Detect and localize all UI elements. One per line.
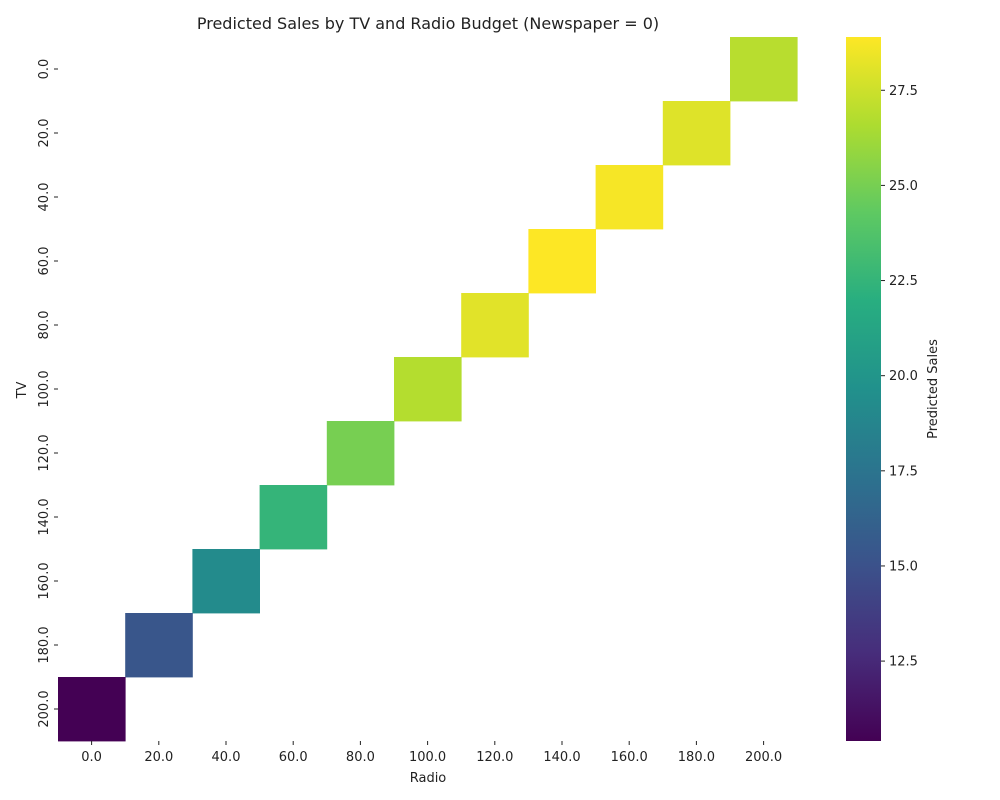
x-tick-label: 80.0	[346, 750, 375, 765]
colorbar-ticks: 12.5 15.0 17.5 20.0 22.5 25.0 27.5	[881, 84, 918, 670]
colorbar	[846, 37, 881, 741]
y-axis-label: TV	[15, 381, 30, 399]
colorbar-tick-label: 25.0	[889, 179, 918, 194]
x-axis-ticks: 0.0 20.0 40.0 60.0 80.0 100.0 120.0 140.0 160.0 1…	[81, 741, 782, 765]
x-tick-label: 0.0	[81, 750, 102, 765]
y-tick-label: 20.0	[37, 119, 52, 148]
colorbar-tick-label: 22.5	[889, 274, 918, 289]
y-tick-label: 0.0	[37, 59, 52, 80]
heatmap-cell	[259, 485, 328, 550]
y-tick-label: 120.0	[37, 434, 52, 471]
x-tick-label: 140.0	[543, 750, 580, 765]
y-tick-label: 40.0	[37, 183, 52, 212]
y-tick-label: 100.0	[37, 370, 52, 407]
heatmap-cell	[394, 357, 462, 422]
x-axis-label: Radio	[410, 771, 447, 786]
y-tick-label: 200.0	[37, 690, 52, 727]
x-tick-label: 160.0	[611, 750, 648, 765]
heatmap-cell	[461, 293, 529, 358]
heatmap-cell	[528, 229, 596, 294]
y-tick-label: 80.0	[37, 311, 52, 340]
y-tick-label: 160.0	[37, 562, 52, 599]
heatmap-cell	[730, 37, 798, 102]
heatmap-cell	[595, 165, 664, 230]
x-tick-label: 40.0	[212, 750, 241, 765]
x-tick-label: 180.0	[678, 750, 715, 765]
colorbar-tick-label: 27.5	[889, 84, 918, 99]
x-tick-label: 120.0	[476, 750, 513, 765]
x-tick-label: 60.0	[279, 750, 308, 765]
heatmap-cell	[326, 421, 395, 486]
x-tick-label: 20.0	[144, 750, 173, 765]
colorbar-tick-label: 15.0	[889, 559, 918, 574]
colorbar-tick-label: 12.5	[889, 655, 918, 670]
heatmap-cell	[58, 677, 126, 742]
heatmap-cell	[192, 549, 260, 614]
y-tick-label: 140.0	[37, 498, 52, 535]
x-tick-label: 100.0	[409, 750, 446, 765]
y-tick-label: 180.0	[37, 626, 52, 663]
colorbar-tick-label: 17.5	[889, 464, 918, 479]
chart-title: Predicted Sales by TV and Radio Budget (…	[197, 14, 659, 33]
heatmap-cell	[662, 101, 731, 166]
x-tick-label: 200.0	[745, 750, 782, 765]
colorbar-tick-label: 20.0	[889, 369, 918, 384]
y-tick-label: 60.0	[37, 247, 52, 276]
heatmap-cells	[58, 37, 798, 742]
heatmap-cell	[125, 613, 193, 678]
colorbar-label: Predicted Sales	[926, 339, 941, 439]
y-axis-ticks: 0.0 20.0 40.0 60.0 80.0 100.0 120.0 140.0 160.0 1…	[37, 59, 58, 728]
